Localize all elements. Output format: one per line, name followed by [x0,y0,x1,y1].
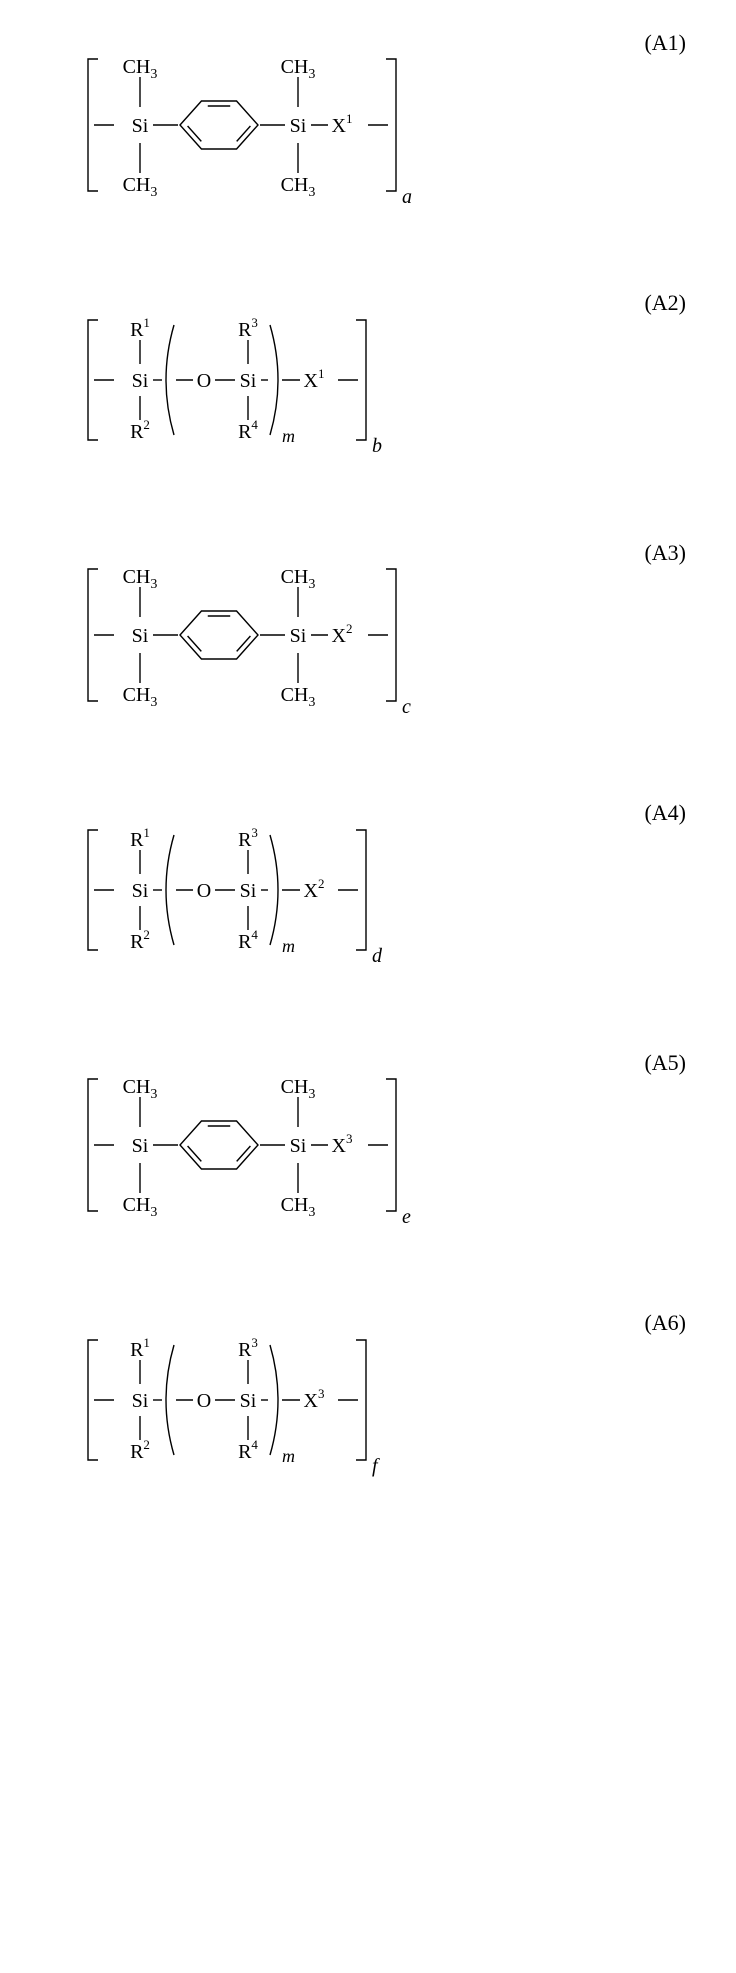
svg-text:CH3: CH3 [123,684,158,710]
svg-text:R4: R4 [238,417,258,443]
svg-text:CH3: CH3 [123,174,158,200]
svg-text:Si: Si [240,370,257,392]
chemical-structure: Si R1 R2 O Si R3 R4 m X3 f [20,1310,440,1490]
svg-text:Si: Si [132,1390,149,1412]
chemical-structure: Si CH3 CH3 Si CH3 CH3 X3 e [20,1050,460,1240]
svg-text:m: m [282,1446,295,1466]
svg-text:c: c [402,696,411,718]
formula-label: (A4) [644,800,716,826]
formula-label: (A6) [644,1310,716,1336]
formula-label: (A5) [644,1050,716,1076]
svg-text:O: O [197,370,211,392]
svg-text:d: d [372,945,383,967]
svg-text:Si: Si [240,880,257,902]
svg-text:O: O [197,880,211,902]
svg-text:Si: Si [132,115,149,137]
svg-text:b: b [372,435,382,457]
svg-text:R4: R4 [238,1437,258,1463]
svg-text:Si: Si [290,1135,307,1157]
svg-text:R2: R2 [130,1437,150,1463]
svg-text:Si: Si [132,880,149,902]
svg-text:X1: X1 [304,366,325,392]
svg-text:R3: R3 [238,825,258,851]
svg-text:Si: Si [290,115,307,137]
formula-block: Si R1 R2 O Si R3 R4 m X2 d (A4) [20,800,716,980]
chemical-structure: Si R1 R2 O Si R3 R4 m X1 b [20,290,440,470]
svg-text:X3: X3 [304,1386,325,1412]
formula-block: Si CH3 CH3 Si CH3 CH3 X2 c (A3) [20,540,716,730]
svg-text:R2: R2 [130,417,150,443]
svg-text:CH3: CH3 [123,1194,158,1220]
svg-text:O: O [197,1390,211,1412]
svg-text:Si: Si [240,1390,257,1412]
svg-text:R1: R1 [130,315,150,341]
formula-block: Si R1 R2 O Si R3 R4 m X1 b (A2) [20,290,716,470]
svg-text:CH3: CH3 [281,174,316,200]
formula-block: Si CH3 CH3 Si CH3 CH3 X1 a (A1) [20,30,716,220]
svg-text:R4: R4 [238,927,258,953]
formula-label: (A1) [644,30,716,56]
svg-text:R3: R3 [238,315,258,341]
svg-text:Si: Si [290,625,307,647]
svg-text:X2: X2 [304,876,325,902]
svg-text:X1: X1 [332,111,353,137]
svg-text:Si: Si [132,370,149,392]
svg-text:Si: Si [132,625,149,647]
formula-block: Si CH3 CH3 Si CH3 CH3 X3 e (A5) [20,1050,716,1240]
svg-text:R2: R2 [130,927,150,953]
svg-text:X3: X3 [332,1131,353,1157]
svg-text:R3: R3 [238,1335,258,1361]
svg-text:CH3: CH3 [281,684,316,710]
formula-label: (A2) [644,290,716,316]
svg-text:m: m [282,936,295,956]
chemical-structure: Si CH3 CH3 Si CH3 CH3 X1 a [20,30,460,220]
formula-label: (A3) [644,540,716,566]
svg-text:CH3: CH3 [281,1194,316,1220]
svg-text:R1: R1 [130,1335,150,1361]
svg-text:a: a [402,186,412,208]
svg-text:e: e [402,1206,411,1228]
svg-text:X2: X2 [332,621,353,647]
svg-text:f: f [372,1455,380,1477]
formula-block: Si R1 R2 O Si R3 R4 m X3 f (A6) [20,1310,716,1490]
svg-text:R1: R1 [130,825,150,851]
svg-text:m: m [282,426,295,446]
chemical-structure: Si R1 R2 O Si R3 R4 m X2 d [20,800,440,980]
chemical-structure: Si CH3 CH3 Si CH3 CH3 X2 c [20,540,460,730]
svg-text:Si: Si [132,1135,149,1157]
